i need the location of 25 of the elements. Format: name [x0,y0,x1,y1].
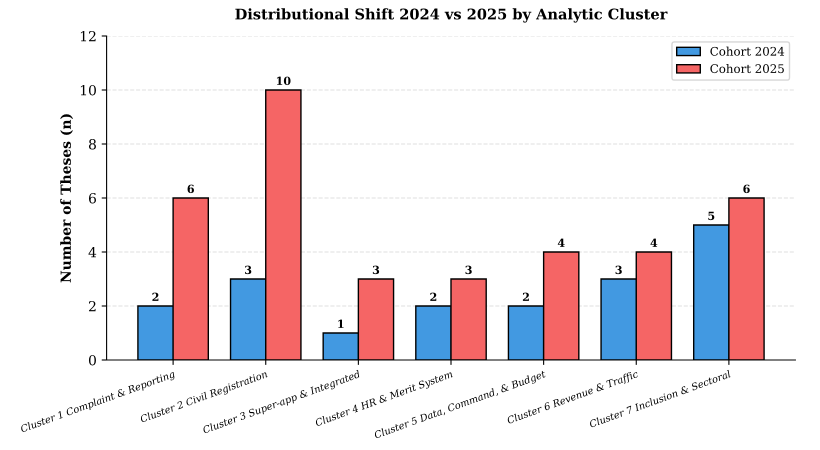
y-tick-label: 10 [80,84,96,96]
data-label: 3 [616,266,622,274]
data-label: 3 [372,266,380,274]
data-label: 10 [276,76,291,86]
y-tick-label: 0 [88,354,96,366]
data-label: 4 [558,238,565,247]
y-tick-label: 8 [88,138,96,150]
data-label: 4 [650,238,658,247]
legend-label: Cohort 2024 [710,46,784,56]
data-label: 6 [743,184,750,194]
data-label: 2 [430,292,436,301]
legend-label: Cohort 2025 [710,64,784,74]
data-label: 5 [708,212,714,220]
y-tick-label: 6 [88,192,96,204]
data-label: 6 [188,184,194,194]
chart-title: Distributional Shift 2024 vs 2025 by Analytic Cluster [235,8,668,23]
data-label: 3 [466,266,472,274]
y-tick-label: 12 [80,30,96,42]
data-label: 3 [245,266,252,274]
y-tick-label: 2 [88,300,96,312]
data-label: 2 [152,292,158,301]
y-tick-label: 4 [88,246,96,258]
y-axis-title: Number of Theses (n) [60,114,73,282]
data-label: 2 [522,292,529,301]
data-label: 1 [338,320,344,328]
